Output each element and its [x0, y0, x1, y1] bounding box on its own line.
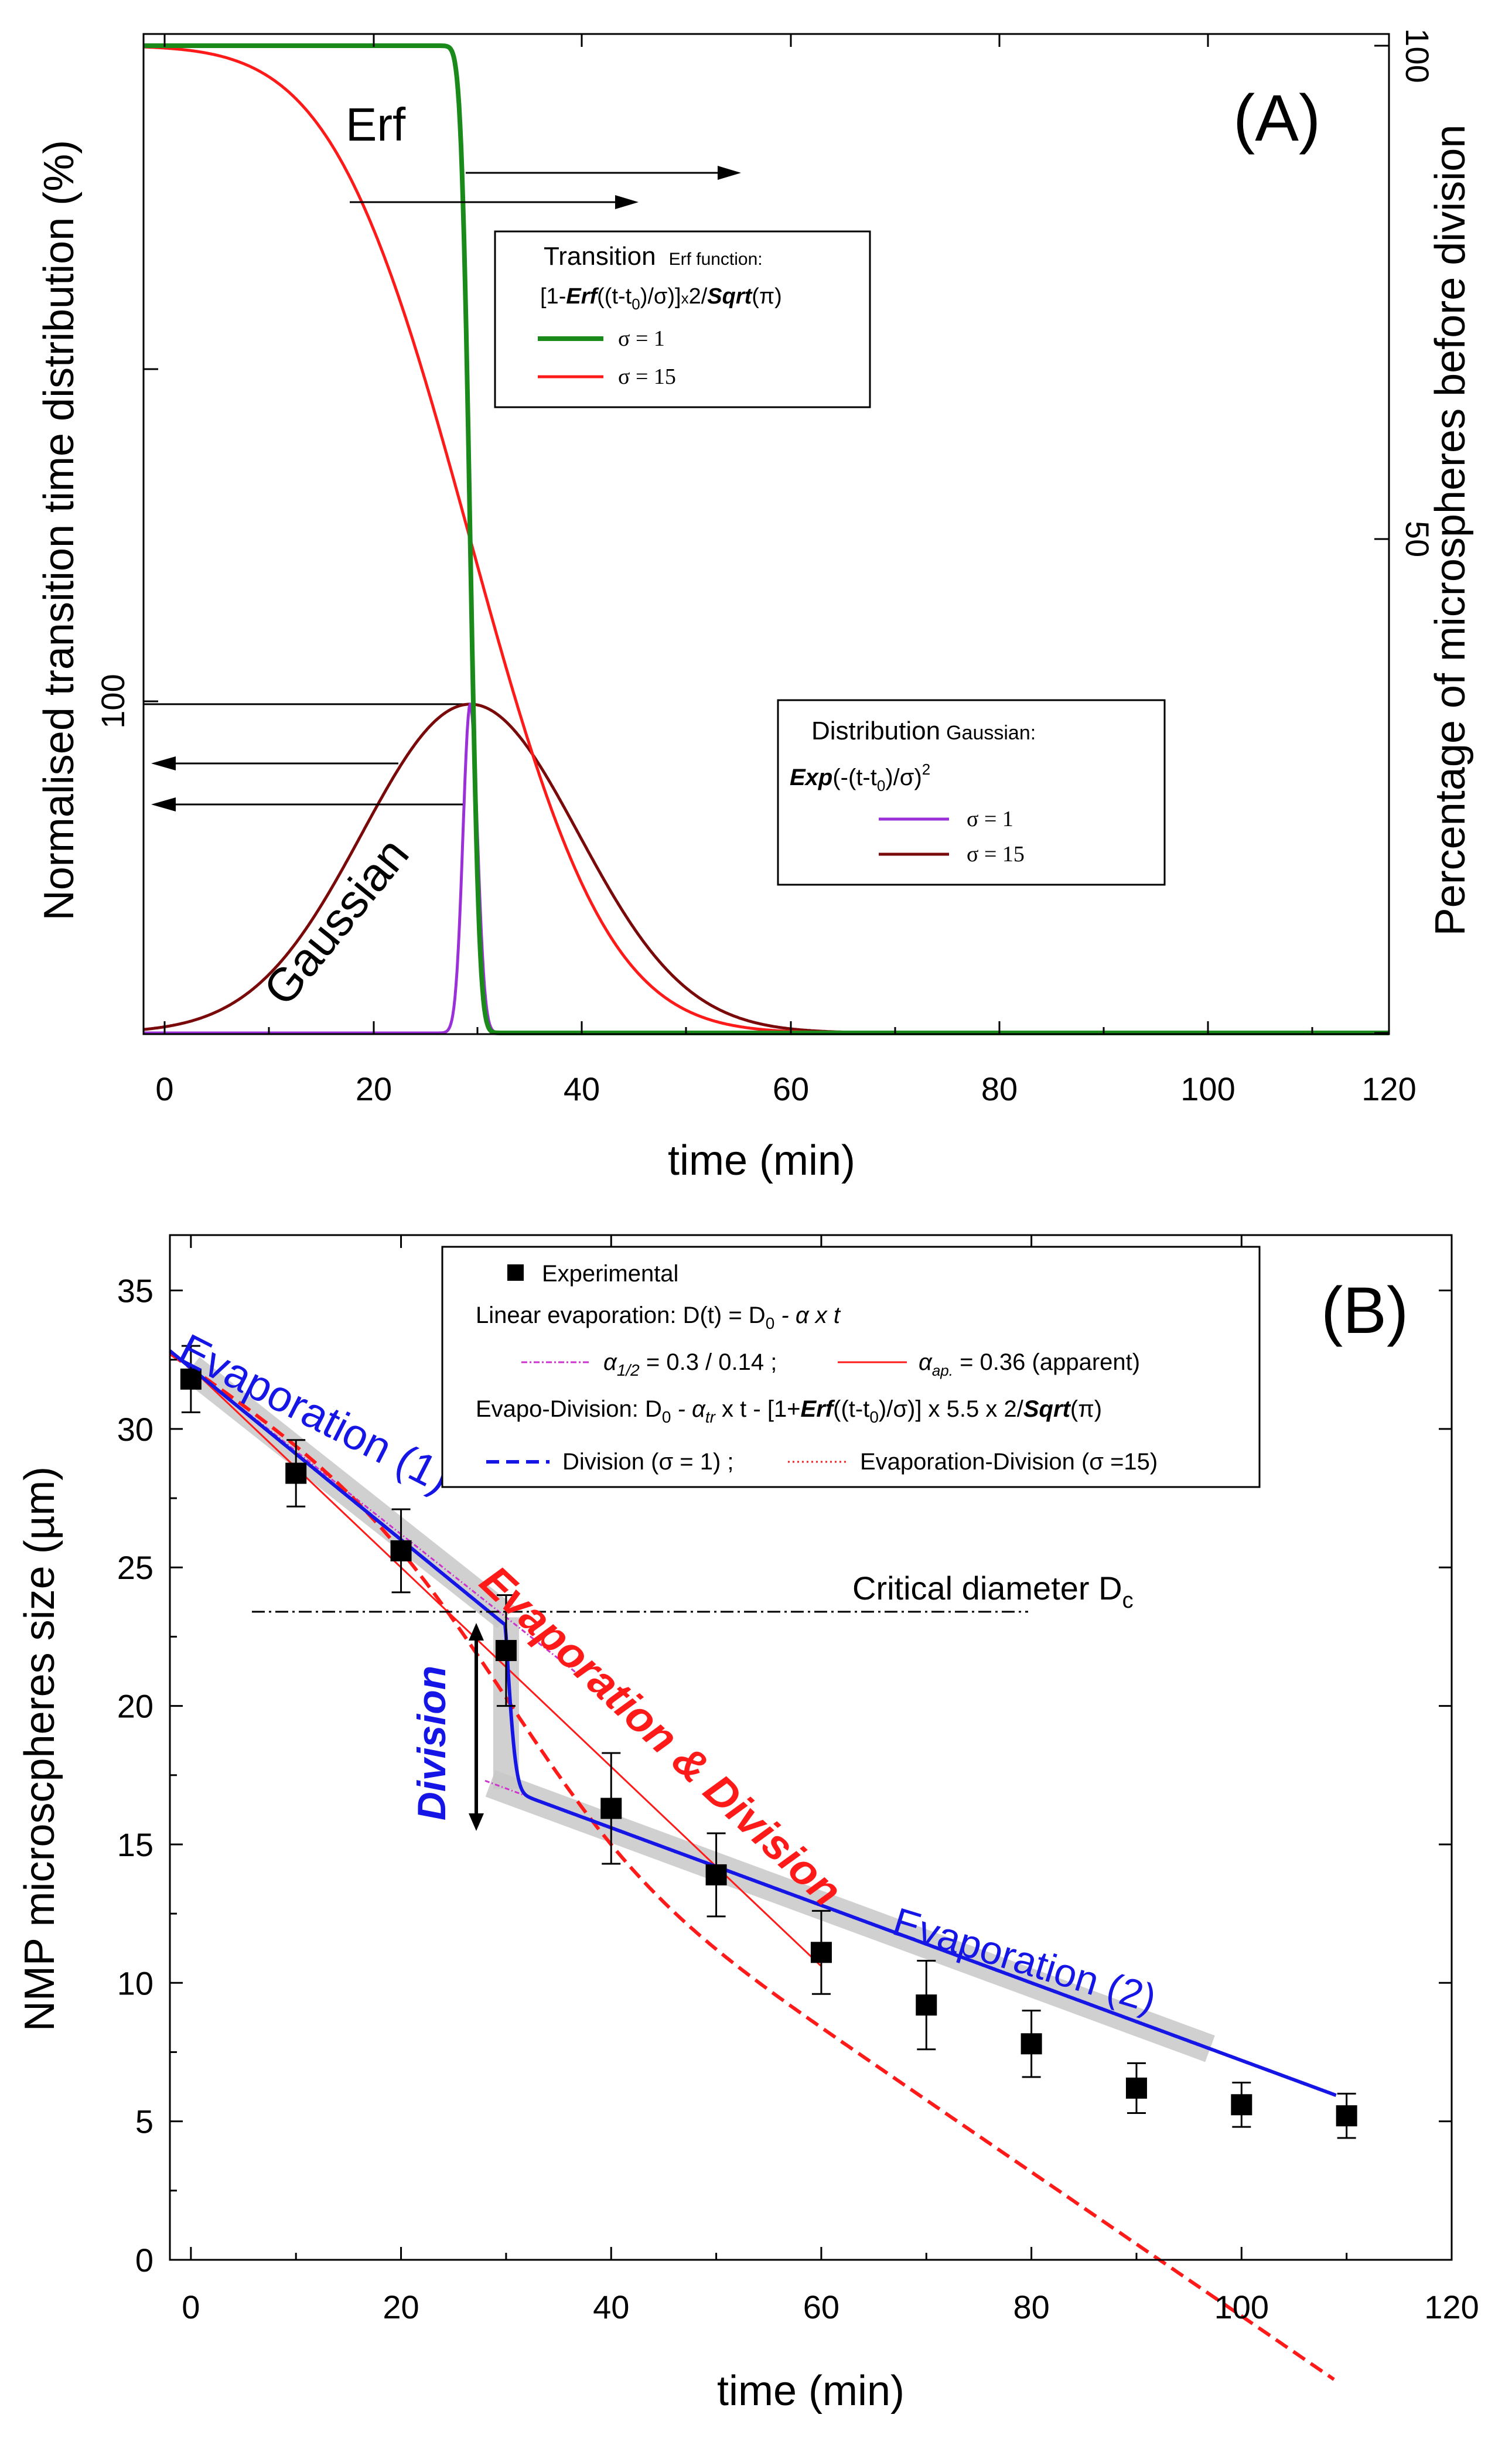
panel-a-y-axis-label-right: Percentage of microspheres before divisi… [1427, 125, 1474, 936]
x-tick-label: 60 [773, 1070, 809, 1107]
experimental-point [285, 1462, 307, 1484]
arrow-head [469, 1813, 484, 1831]
x-tick-label: 0 [182, 2289, 200, 2325]
y-tick-label: 15 [117, 1826, 153, 1863]
x-tick-label: 40 [593, 2289, 629, 2325]
y-tick-label: 35 [117, 1273, 153, 1309]
legend-erf-title: Transition Erf function: [544, 242, 763, 271]
panel-a-x-ticks [163, 1021, 1313, 1034]
panel-b-label: (B) [1321, 1274, 1408, 1347]
legend-gaussian-title: Distribution Gaussian: [811, 717, 1036, 745]
experimental-point [1231, 2094, 1252, 2116]
panel-a-right-ticks [1374, 45, 1389, 1034]
experimental-point [390, 1540, 412, 1561]
series-line-gauss-sigma15 [143, 702, 1390, 1035]
legend-gaussian: Distribution Gaussian: Exp(-(t-t0)/σ)2 σ … [777, 699, 1166, 886]
alpha-1-linear-line [190, 1367, 581, 1676]
division-annotation: Division [409, 1666, 454, 1821]
arrow-head [718, 166, 741, 180]
legend-alpha-apparent-label: αap. = 0.36 (apparent) [919, 1349, 1140, 1379]
panel-a-curves [142, 43, 1391, 1035]
arrow-head [615, 195, 639, 209]
evaporation-division-curve [169, 1352, 1335, 2381]
legend-linear-evaporation: Linear evaporation: D(t) = D0 - α x t [476, 1302, 841, 1332]
y-tick-label: 30 [117, 1411, 153, 1448]
y-tick-label: 20 [117, 1688, 153, 1725]
arrow-head [151, 797, 176, 811]
critical-diameter-label: Critical diameter Dc [852, 1570, 1134, 1613]
legend-gaussian-formula: Exp(-(t-t0)/σ)2 [790, 761, 930, 794]
legend-evapo-division: Evapo-Division: D0 - αtr x t - [1+Erf((t… [476, 1396, 1102, 1426]
division-curve [169, 1349, 1337, 2098]
gaussian-annotation: Gaussian [254, 828, 419, 1015]
legend-experimental-label: Experimental [542, 1261, 678, 1287]
panel-a-top-ticks [163, 34, 1209, 47]
x-tick-label: 80 [981, 1070, 1018, 1107]
legend-alpha-half-label: α1/2 = 0.3 / 0.14 ; [603, 1349, 777, 1379]
panel-b-frame [169, 1234, 1453, 2261]
panel-b-x-axis-label: time (min) [717, 2368, 905, 2415]
arrow-head [469, 1623, 484, 1641]
x-tick-label: 80 [1013, 2289, 1049, 2325]
legend-evap-division-label: Evaporation-Division (σ =15) [860, 1449, 1158, 1475]
experimental-point [600, 1798, 622, 1819]
panel-b-legend-box [441, 1246, 1261, 1488]
x-tick-label: 120 [1424, 2289, 1479, 2325]
y-tick-label: 5 [135, 2103, 153, 2140]
y-tick-label: 25 [117, 1549, 153, 1586]
experimental-point [1336, 2105, 1357, 2127]
panel-b-y-axis-label: NMP microscpheres size (µm) [16, 1467, 63, 2031]
series-line-gauss-sigma1 [143, 702, 1390, 1035]
erf-annotation: Erf [346, 98, 406, 151]
x-tick-label: 60 [803, 2289, 839, 2325]
series-line-erf-sigma1 [142, 43, 1391, 1035]
panel-a: 0 20 40 60 80 100 120 100 100 50 time (m… [36, 28, 1474, 1184]
experimental-point [180, 1368, 202, 1390]
x-tick-label: 100 [1180, 1070, 1235, 1107]
y-tick-label: 0 [135, 2242, 153, 2279]
experimental-point [1125, 2077, 1147, 2099]
panel-a-left-ticks [144, 368, 158, 702]
panel-a-arrows [151, 166, 741, 811]
experimental-point [705, 1864, 727, 1885]
legend-erf-formula: [1-Erf((t-t0)/σ)]x2/Sqrt(π) [540, 284, 782, 313]
experimental-point [495, 1640, 517, 1662]
panel-b: 0 20 40 60 80 100 120 0 5 10 15 20 25 30 35 Critical d… [16, 1234, 1479, 2415]
panel-a-y-axis-label-left: Normalised transition time distribution … [36, 140, 83, 920]
legend-gaussian-label-sigma15: σ = 15 [967, 842, 1025, 867]
legend-gaussian-box [777, 699, 1166, 886]
legend-gaussian-label-sigma1: σ = 1 [967, 807, 1013, 831]
x-tick-label: 40 [564, 1070, 600, 1107]
x-tick-label: 0 [155, 1070, 173, 1107]
panel-a-x-tick-labels: 0 20 40 60 80 100 120 [155, 1070, 1416, 1107]
legend-division-label: Division (σ = 1) ; [562, 1449, 734, 1475]
panel-a-frame [142, 33, 1390, 1035]
x-tick-label: 100 [1214, 2289, 1269, 2325]
panel-b-plot [169, 1345, 1357, 2381]
right-tick-label-100: 100 [1399, 28, 1436, 83]
x-tick-label: 20 [383, 2289, 419, 2325]
panel-a-label: (A) [1233, 81, 1320, 155]
series-line-erf-sigma15 [143, 45, 1390, 1035]
division-arrow [469, 1623, 484, 1831]
legend-erf-label-sigma15: σ = 15 [618, 364, 676, 389]
panel-b-legend: Experimental Linear evaporation: D(t) = … [441, 1246, 1261, 1488]
x-tick-label: 20 [356, 1070, 392, 1107]
legend-erf: Transition Erf function: [1-Erf((t-t0)/σ)… [494, 230, 871, 408]
x-tick-label: 120 [1361, 1070, 1416, 1107]
y-tick-label: 10 [117, 1965, 153, 2001]
panel-b-ticks: 0 20 40 60 80 100 120 0 5 10 15 20 25 30 35 [117, 1235, 1479, 2325]
panel-a-x-axis-label: time (min) [668, 1137, 855, 1184]
experimental-point [916, 1994, 937, 2016]
evaporation-division-annotation: Evaporation & Division [471, 1556, 851, 1915]
right-tick-label-50: 50 [1399, 521, 1436, 557]
legend-erf-label-sigma1: σ = 1 [618, 326, 665, 351]
legend-experimental-marker [507, 1264, 524, 1281]
arrow-head [151, 756, 176, 770]
experimental-point [1020, 2033, 1042, 2055]
left-tick-label-100: 100 [94, 674, 131, 728]
experimental-point [810, 1942, 832, 1963]
